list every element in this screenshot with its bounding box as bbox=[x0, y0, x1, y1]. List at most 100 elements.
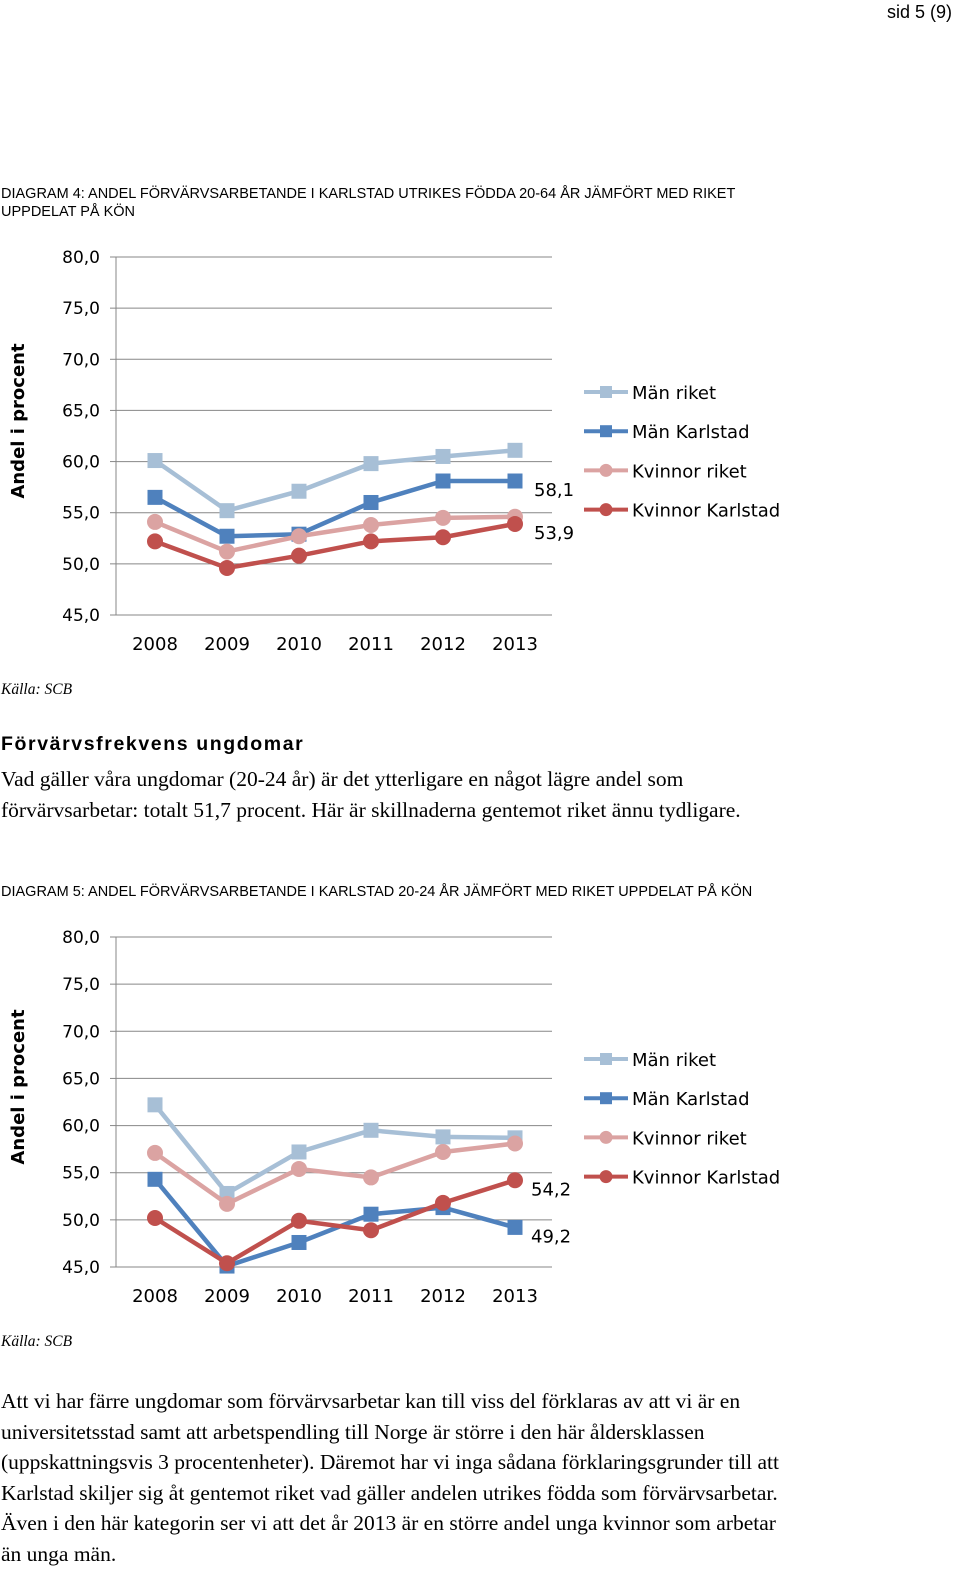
x-tick-label: 2009 bbox=[204, 1286, 250, 1307]
legend-marker bbox=[600, 1053, 612, 1065]
data-point bbox=[363, 533, 379, 550]
data-point bbox=[219, 503, 235, 519]
data-point bbox=[147, 513, 163, 530]
y-tick-label: 55,0 bbox=[62, 1164, 100, 1184]
data-point bbox=[219, 528, 235, 544]
legend-label: Kvinnor Karlstad bbox=[632, 501, 780, 522]
data-point bbox=[363, 456, 379, 472]
legend-marker bbox=[599, 503, 613, 517]
legend-label: Kvinnor riket bbox=[632, 461, 747, 482]
x-tick-label: 2008 bbox=[132, 634, 178, 655]
data-point bbox=[435, 448, 451, 464]
y-tick-label: 55,0 bbox=[62, 504, 100, 524]
legend-marker bbox=[600, 386, 612, 398]
page-number: sid 5 (9) bbox=[886, 2, 952, 22]
section-title: Förvärvsfrekvens ungdomar bbox=[1, 733, 305, 755]
data-point bbox=[219, 543, 235, 560]
y-tick-label: 60,0 bbox=[62, 453, 100, 473]
data-point bbox=[291, 547, 307, 564]
series-line bbox=[153, 1141, 516, 1207]
data-point bbox=[147, 453, 163, 469]
data-point bbox=[147, 1097, 163, 1113]
data-point bbox=[507, 473, 523, 489]
x-tick-label: 2011 bbox=[348, 634, 394, 655]
legend-label: Män Karlstad bbox=[632, 422, 750, 443]
data-label: 49,2 bbox=[531, 1226, 571, 1247]
legend-marker bbox=[599, 1130, 613, 1144]
data-point bbox=[363, 1169, 379, 1186]
legend-label: Kvinnor riket bbox=[632, 1128, 747, 1149]
y-tick-label: 80,0 bbox=[62, 248, 100, 268]
data-label: 58,1 bbox=[534, 480, 574, 501]
y-axis-label: Andel i procent bbox=[8, 1009, 29, 1165]
data-point bbox=[435, 1143, 451, 1160]
diagram-5-source: Källa: SCB bbox=[1, 1333, 73, 1350]
data-point bbox=[147, 1209, 163, 1226]
data-point bbox=[363, 1206, 379, 1222]
data-point bbox=[435, 1129, 451, 1145]
x-tick-label: 2012 bbox=[420, 1286, 466, 1307]
diagram-5-line-chart: 45,0 50,0 55,0 60,0 65,0 70,0 75,0 80,0 Andel i … bbox=[8, 928, 780, 1307]
data-point bbox=[219, 1255, 235, 1272]
data-point bbox=[291, 1234, 307, 1250]
y-tick-label: 65,0 bbox=[62, 401, 100, 421]
y-tick-label: 50,0 bbox=[62, 555, 100, 575]
y-axis-label: Andel i procent bbox=[8, 343, 29, 499]
data-point bbox=[507, 1135, 523, 1152]
y-tick-label: 75,0 bbox=[62, 299, 100, 319]
data-point bbox=[147, 533, 163, 550]
y-tick-label: 45,0 bbox=[62, 606, 100, 626]
y-tick-label: 50,0 bbox=[62, 1211, 100, 1231]
x-tick-label: 2013 bbox=[492, 634, 538, 655]
series-line bbox=[153, 478, 515, 539]
series-line bbox=[153, 1178, 516, 1266]
legend-label: Män Karlstad bbox=[632, 1089, 750, 1110]
y-tick-label: 65,0 bbox=[62, 1069, 100, 1089]
closing-paragraph: Att vi har färre ungdomar som förvärvsar… bbox=[1, 1389, 779, 1566]
series-line bbox=[153, 448, 516, 513]
data-point bbox=[363, 1122, 379, 1138]
data-point bbox=[147, 1171, 163, 1187]
data-point bbox=[435, 529, 451, 546]
data-point bbox=[363, 494, 379, 510]
data-point bbox=[291, 1212, 307, 1229]
series-line bbox=[154, 521, 516, 571]
data-point bbox=[363, 516, 379, 533]
legend-marker bbox=[600, 425, 612, 438]
x-tick-label: 2011 bbox=[348, 1286, 394, 1307]
x-tick-label: 2008 bbox=[132, 1286, 178, 1307]
data-point bbox=[219, 559, 235, 576]
y-tick-label: 75,0 bbox=[62, 975, 100, 995]
y-tick-label: 60,0 bbox=[62, 1117, 100, 1137]
data-point bbox=[219, 1195, 235, 1212]
x-tick-label: 2010 bbox=[276, 634, 322, 655]
data-point bbox=[291, 1160, 307, 1177]
x-tick-label: 2009 bbox=[204, 634, 250, 655]
x-tick-label: 2013 bbox=[492, 1286, 538, 1307]
legend-marker bbox=[599, 463, 613, 477]
series-line bbox=[153, 1103, 516, 1196]
data-point bbox=[507, 442, 523, 458]
data-point bbox=[507, 515, 523, 532]
legend-label: Kvinnor Karlstad bbox=[632, 1168, 780, 1189]
legend-marker bbox=[600, 1092, 612, 1105]
data-label: 53,9 bbox=[534, 523, 574, 544]
diagram-5-heading: DIAGRAM 5: ANDEL FÖRVÄRVSARBETANDE I KAR… bbox=[1, 884, 753, 900]
legend-label: Män riket bbox=[632, 383, 716, 404]
series-line bbox=[154, 514, 516, 554]
data-point bbox=[507, 1219, 523, 1235]
y-tick-label: 70,0 bbox=[62, 1022, 100, 1042]
y-tick-label: 70,0 bbox=[62, 350, 100, 370]
diagram-4-line-chart: 45,0 50,0 55,0 60,0 65,0 70,0 75,0 80,0 Andel i … bbox=[8, 248, 780, 655]
x-tick-label: 2010 bbox=[276, 1286, 322, 1307]
legend-marker bbox=[599, 1170, 613, 1184]
diagram-4-heading: DIAGRAM 4: ANDEL FÖRVÄRVSARBETANDE I KAR… bbox=[1, 186, 736, 220]
section-paragraph: Vad gäller våra ungdomar (20-24 år) är d… bbox=[1, 767, 741, 822]
data-point bbox=[291, 528, 307, 545]
data-point bbox=[507, 1172, 523, 1189]
series-line bbox=[153, 1177, 516, 1269]
data-point bbox=[435, 509, 451, 526]
data-point bbox=[435, 1194, 451, 1211]
data-point bbox=[291, 483, 307, 499]
data-point bbox=[363, 1222, 379, 1239]
